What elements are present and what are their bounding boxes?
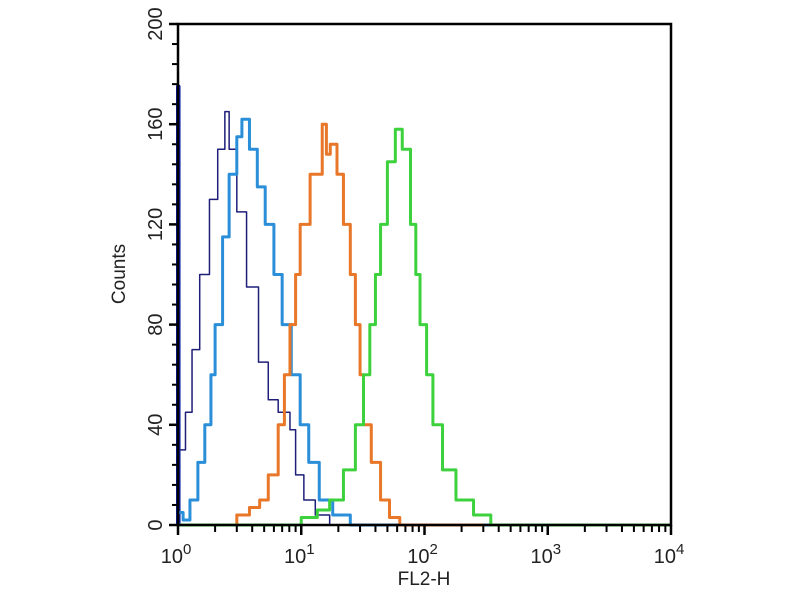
x-tick-base: 10 (284, 546, 306, 568)
x-tick-base: 10 (530, 546, 552, 568)
y-tick-label: 80 (145, 313, 167, 335)
x-tick-exponent: 2 (429, 541, 437, 558)
x-axis-label: FL2-H (398, 569, 451, 590)
x-tick-base: 10 (407, 546, 429, 568)
y-tick-label: 40 (145, 414, 167, 436)
histogram-series-3 (222, 122, 484, 527)
x-tick-label: 100 (161, 541, 192, 568)
x-tick-base: 10 (161, 546, 183, 568)
x-tick-base: 10 (654, 546, 676, 568)
x-tick-exponent: 1 (306, 541, 314, 558)
x-tick-label: 104 (654, 541, 685, 568)
y-tick-label: 120 (145, 208, 167, 241)
y-tick-label: 0 (145, 519, 167, 530)
x-tick-exponent: 3 (553, 541, 561, 558)
x-tick-label: 101 (284, 541, 315, 568)
y-axis-label: Counts (109, 244, 130, 304)
y-tick-label: 200 (145, 7, 167, 40)
x-tick-label: 103 (530, 541, 561, 568)
x-tick-exponent: 4 (676, 541, 684, 558)
plot-frame (176, 22, 673, 527)
y-tick-label: 160 (145, 108, 167, 141)
histogram-series-2 (178, 117, 671, 527)
x-tick-exponent: 0 (183, 541, 191, 558)
series-layer (176, 84, 671, 527)
histogram-series-1 (178, 110, 331, 525)
x-tick-label: 102 (407, 541, 438, 568)
histogram-series-4 (178, 127, 671, 527)
